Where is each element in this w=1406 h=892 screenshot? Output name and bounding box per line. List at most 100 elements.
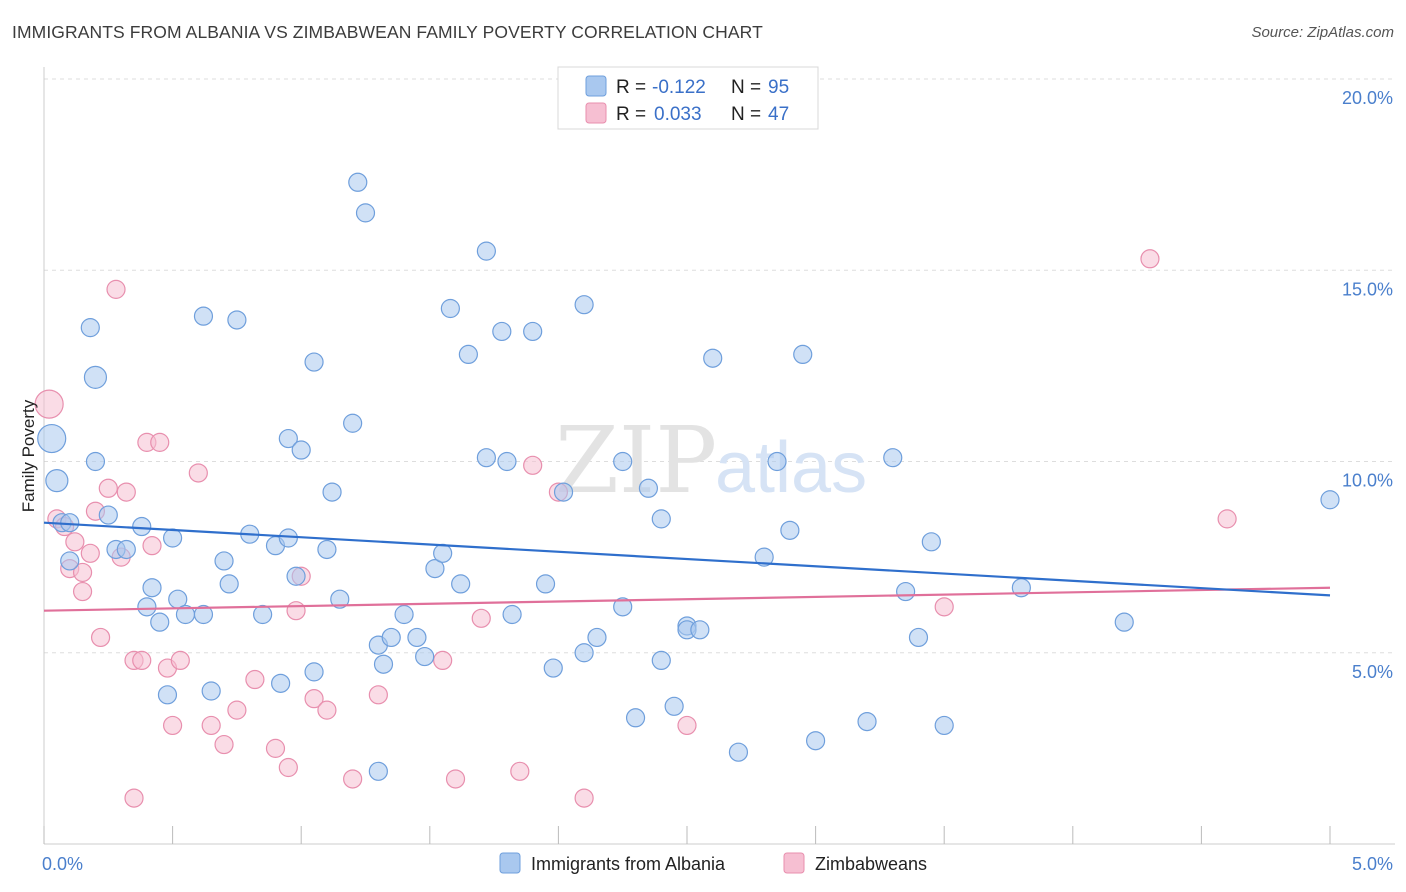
albania-point — [535, 574, 556, 594]
zimbabweans-point — [116, 482, 136, 502]
albania-point — [132, 516, 152, 537]
chart-title: IMMIGRANTS FROM ALBANIA VS ZIMBABWEAN FA… — [12, 22, 763, 42]
zimbabweans-point — [72, 581, 93, 602]
albania-point — [433, 543, 453, 563]
y-tick-label: 20.0% — [1342, 88, 1393, 108]
albania-point — [574, 295, 594, 315]
zimbabweans-point — [201, 715, 221, 736]
albania-point — [330, 589, 350, 609]
albania-point — [703, 348, 723, 368]
albania-point — [934, 715, 954, 736]
zimbabweans-point — [163, 715, 183, 736]
albania-point — [1114, 612, 1134, 632]
albania-point — [476, 241, 496, 261]
zimbabweans-point — [265, 738, 286, 758]
watermark: ZIP atlas — [555, 407, 867, 514]
albania-point — [45, 469, 69, 493]
albania-point — [278, 528, 298, 548]
zimbabweans-point — [65, 532, 85, 552]
albania-point — [728, 742, 749, 762]
albania-point — [415, 646, 435, 667]
zimbabweans-point — [471, 608, 491, 628]
zimbabweans-point — [90, 627, 111, 648]
y-tick-label: 10.0% — [1342, 471, 1393, 491]
zimbabweans-point — [132, 650, 152, 671]
albania-point — [253, 604, 273, 625]
albania-point — [574, 643, 594, 663]
albania-point — [278, 428, 298, 449]
y-axis-title: Family Poverty — [19, 399, 38, 512]
zimbabweans-point — [214, 734, 234, 755]
zimbabweans-point — [523, 455, 543, 475]
albania-point — [476, 448, 496, 468]
albania-point — [219, 574, 239, 594]
albania-point — [458, 344, 478, 364]
albania-point — [440, 298, 460, 319]
albania-point — [767, 451, 787, 472]
albania-point — [857, 711, 877, 732]
albania-point — [116, 539, 136, 560]
zimbabweans-point — [142, 536, 162, 556]
albania-point — [214, 551, 234, 571]
x-tick-label-max: 5.0% — [1352, 854, 1393, 874]
legend-r-value-1: -0.122 — [652, 77, 706, 98]
zimbabweans-point — [124, 788, 144, 808]
zimbabweans-point — [677, 715, 697, 736]
legend-r-value-2: 0.033 — [654, 104, 702, 125]
zimbabweans-point — [433, 650, 453, 671]
albania-point — [425, 558, 445, 579]
albania-point — [793, 344, 813, 364]
series-label-zimbabweans: Zimbabweans — [815, 854, 927, 874]
albania-point — [271, 673, 291, 693]
x-tick-label-min: 0.0% — [42, 854, 83, 874]
legend-r-label-2: R = — [616, 104, 646, 125]
legend-r-label-1: R = — [616, 77, 646, 98]
albania-point — [137, 597, 157, 617]
zimbabweans-point — [278, 757, 298, 778]
albania-point — [502, 604, 522, 625]
albania-point — [638, 478, 659, 498]
albania-point — [157, 685, 178, 705]
albania-point — [921, 532, 941, 552]
zimbabweans-point — [1140, 249, 1160, 269]
zimbabweans-point — [72, 562, 93, 583]
albania-point — [613, 451, 633, 472]
albania-point — [343, 413, 363, 433]
albania-point — [286, 566, 306, 586]
zimbabweans-point — [1217, 509, 1237, 529]
zimbabweans-point — [304, 689, 324, 709]
albania-point — [523, 321, 543, 342]
albania-point — [142, 578, 162, 598]
zimbabweans-point — [80, 543, 100, 563]
zimbabweans-point — [188, 463, 208, 483]
chart-source: Source: ZipAtlas.com — [1251, 24, 1394, 41]
albania-point — [193, 604, 214, 625]
zimbabweans-point — [245, 669, 265, 690]
zimbabweans-point — [227, 700, 247, 720]
albania-point — [664, 696, 684, 716]
legend-swatch-blue — [585, 75, 607, 97]
series-swatch-albania — [499, 852, 521, 874]
albania-point — [348, 172, 368, 192]
albania-point — [85, 451, 106, 472]
albania-point — [193, 306, 214, 326]
albania-point — [780, 520, 800, 540]
albania-point — [355, 203, 376, 223]
albania-point — [317, 539, 337, 560]
albania-points — [37, 172, 1340, 781]
zimbabweans-point — [34, 389, 64, 419]
albania-point — [896, 581, 916, 602]
albania-point — [163, 528, 183, 548]
albania-point — [754, 547, 774, 567]
grid-lines: 5.0% 10.0% 15.0% 20.0% — [44, 78, 1395, 682]
albania-point — [98, 505, 118, 525]
watermark-zip: ZIP — [555, 407, 717, 514]
zimbabweans-point — [445, 769, 466, 789]
albania-point — [543, 658, 563, 678]
zimbabweans-point — [510, 761, 530, 781]
legend-n-label-1: N = — [731, 77, 761, 98]
series-swatch-zimbabweans — [783, 852, 805, 874]
zimbabweans-trend-line — [43, 586, 1331, 612]
series-label-albania: Immigrants from Albania — [531, 854, 726, 874]
